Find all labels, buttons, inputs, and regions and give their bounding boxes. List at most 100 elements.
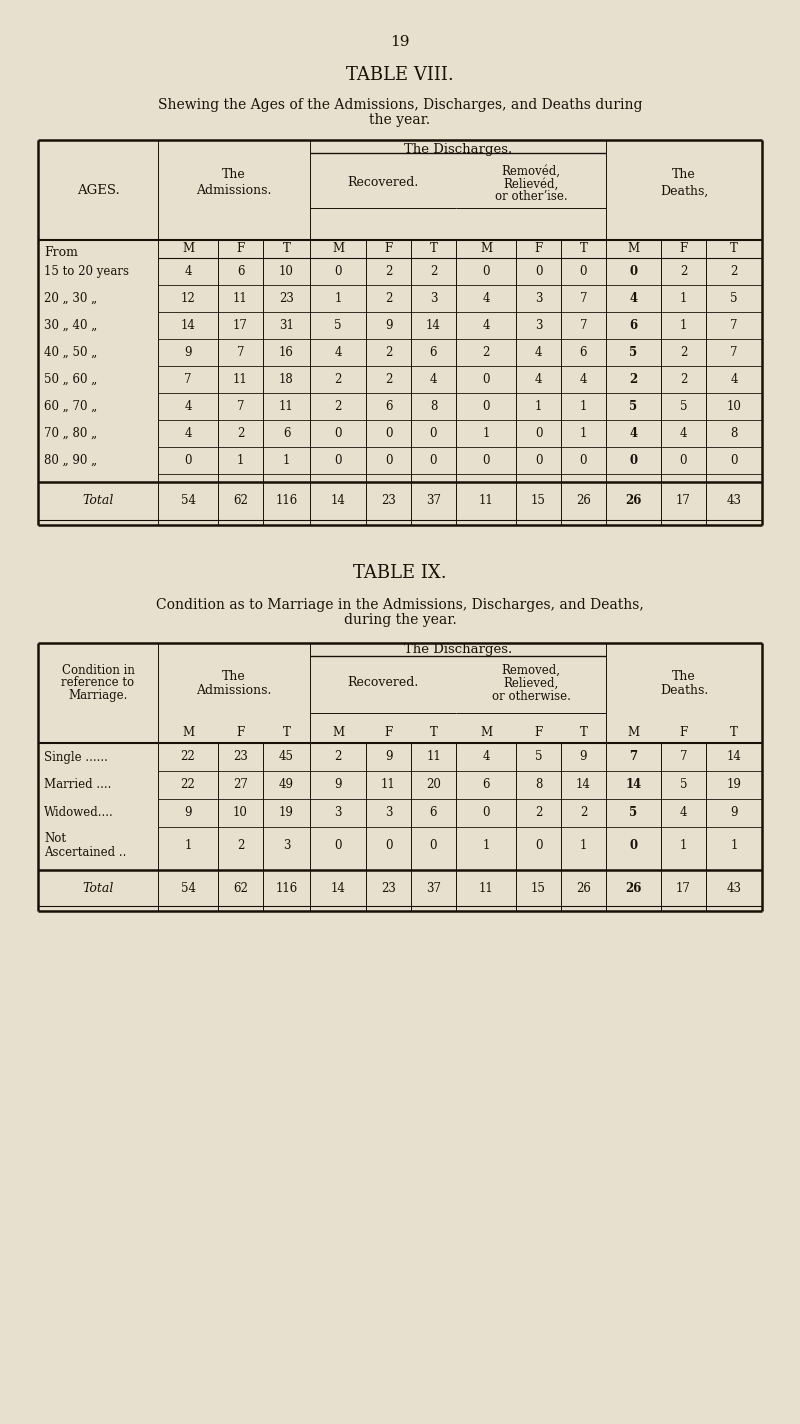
Text: T: T	[579, 726, 587, 739]
Text: the year.: the year.	[370, 112, 430, 127]
Text: 37: 37	[426, 881, 441, 894]
Text: F: F	[236, 242, 245, 255]
Text: 2: 2	[430, 265, 437, 278]
Text: 22: 22	[181, 779, 195, 792]
Text: 4: 4	[184, 265, 192, 278]
Text: 8: 8	[730, 427, 738, 440]
Text: 60 „ 70 „: 60 „ 70 „	[44, 400, 98, 413]
Text: 3: 3	[282, 839, 290, 852]
Text: 26: 26	[626, 881, 642, 894]
Text: 0: 0	[430, 427, 438, 440]
Text: 0: 0	[385, 839, 392, 852]
Text: 11: 11	[279, 400, 294, 413]
Text: 0: 0	[482, 454, 490, 467]
Text: M: M	[627, 726, 639, 739]
Text: 0: 0	[534, 839, 542, 852]
Text: 6: 6	[482, 779, 490, 792]
Text: 6: 6	[630, 319, 638, 332]
Text: F: F	[679, 242, 688, 255]
Text: Widowed....: Widowed....	[44, 806, 114, 819]
Text: 7: 7	[184, 373, 192, 386]
Text: 23: 23	[381, 881, 396, 894]
Text: 2: 2	[580, 806, 587, 819]
Text: 4: 4	[730, 373, 738, 386]
Text: 2: 2	[237, 839, 244, 852]
Text: 6: 6	[385, 400, 392, 413]
Text: 7: 7	[680, 750, 687, 763]
Text: 2: 2	[334, 750, 342, 763]
Text: 9: 9	[184, 806, 192, 819]
Text: 7: 7	[237, 346, 244, 359]
Text: 11: 11	[478, 494, 494, 507]
Text: 1: 1	[334, 292, 342, 305]
Text: 10: 10	[279, 265, 294, 278]
Text: M: M	[182, 726, 194, 739]
Text: T: T	[579, 242, 587, 255]
Text: or otherwise.: or otherwise.	[491, 689, 570, 702]
Text: 0: 0	[482, 806, 490, 819]
Text: 0: 0	[534, 427, 542, 440]
Text: M: M	[332, 726, 344, 739]
Text: 1: 1	[680, 839, 687, 852]
Text: TABLE VIII.: TABLE VIII.	[346, 66, 454, 84]
Text: M: M	[182, 242, 194, 255]
Text: 9: 9	[730, 806, 738, 819]
Text: The: The	[672, 168, 696, 181]
Text: 14: 14	[576, 779, 591, 792]
Text: 23: 23	[279, 292, 294, 305]
Text: 0: 0	[580, 265, 587, 278]
Text: 1: 1	[580, 427, 587, 440]
Text: 11: 11	[426, 750, 441, 763]
Text: 43: 43	[726, 881, 742, 894]
Text: reference to: reference to	[62, 676, 134, 689]
Text: 9: 9	[385, 750, 392, 763]
Text: Relievéd,: Relievéd,	[503, 178, 558, 191]
Text: 2: 2	[385, 265, 392, 278]
Text: 2: 2	[385, 292, 392, 305]
Text: 4: 4	[534, 373, 542, 386]
Text: 0: 0	[334, 265, 342, 278]
Text: T: T	[730, 242, 738, 255]
Text: 0: 0	[430, 839, 438, 852]
Text: 2: 2	[482, 346, 490, 359]
Text: 1: 1	[580, 839, 587, 852]
Text: 31: 31	[279, 319, 294, 332]
Text: 11: 11	[381, 779, 396, 792]
Text: 49: 49	[279, 779, 294, 792]
Text: Removed,: Removed,	[502, 664, 561, 676]
Text: 9: 9	[580, 750, 587, 763]
Text: 37: 37	[426, 494, 441, 507]
Text: 4: 4	[482, 750, 490, 763]
Text: 0: 0	[184, 454, 192, 467]
Text: From: From	[44, 246, 78, 259]
Text: F: F	[384, 242, 393, 255]
Text: 2: 2	[680, 265, 687, 278]
Text: 26: 26	[576, 881, 591, 894]
Text: T: T	[430, 726, 438, 739]
Text: 0: 0	[630, 454, 638, 467]
Text: 26: 26	[576, 494, 591, 507]
Text: F: F	[384, 726, 393, 739]
Text: 4: 4	[334, 346, 342, 359]
Text: 1: 1	[237, 454, 244, 467]
Text: 2: 2	[237, 427, 244, 440]
Text: 9: 9	[184, 346, 192, 359]
Text: 4: 4	[580, 373, 587, 386]
Text: 4: 4	[482, 292, 490, 305]
Text: 0: 0	[730, 454, 738, 467]
Text: Admissions.: Admissions.	[196, 185, 272, 198]
Text: 5: 5	[334, 319, 342, 332]
Text: 17: 17	[676, 494, 691, 507]
Text: 2: 2	[535, 806, 542, 819]
Text: 23: 23	[381, 494, 396, 507]
Text: Recovered.: Recovered.	[347, 676, 418, 689]
Text: Shewing the Ages of the Admissions, Discharges, and Deaths during: Shewing the Ages of the Admissions, Disc…	[158, 98, 642, 112]
Text: 14: 14	[330, 881, 346, 894]
Text: 5: 5	[630, 806, 638, 819]
Text: 7: 7	[580, 292, 587, 305]
Text: 15 to 20 years: 15 to 20 years	[44, 265, 129, 278]
Text: 20: 20	[426, 779, 441, 792]
Text: 16: 16	[279, 346, 294, 359]
Text: 5: 5	[630, 346, 638, 359]
Text: Marriage.: Marriage.	[68, 689, 128, 702]
